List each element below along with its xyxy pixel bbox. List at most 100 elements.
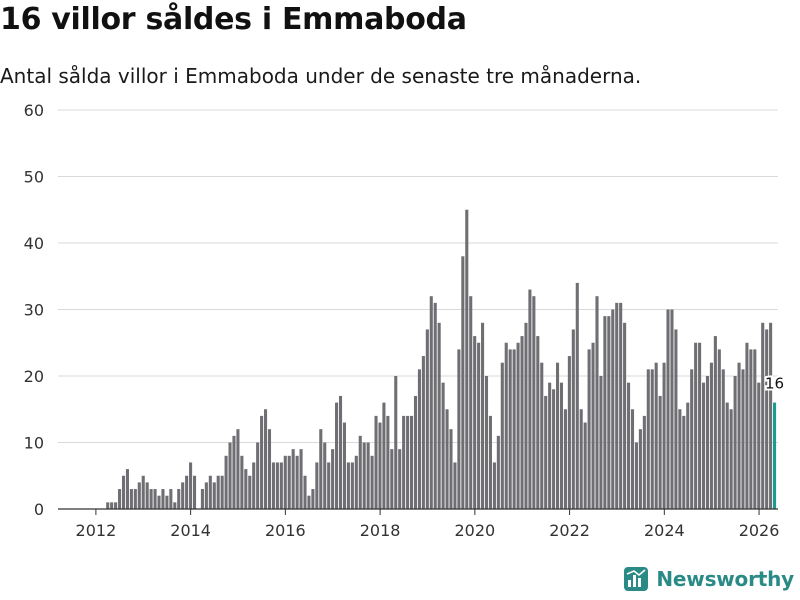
bar: [611, 309, 615, 509]
bar: [769, 322, 773, 509]
x-tick-label: 2016: [265, 521, 306, 540]
x-tick-label: 2020: [454, 521, 495, 540]
bar: [169, 489, 173, 509]
bar: [311, 489, 315, 509]
bar: [548, 382, 552, 509]
bar: [354, 455, 358, 509]
bar: [705, 376, 710, 509]
bar: [425, 329, 429, 509]
bar: [607, 316, 611, 509]
bar: [256, 442, 260, 509]
bar: [646, 369, 650, 509]
bar: [686, 402, 690, 509]
bar: [212, 482, 216, 509]
x-tick-label: 2018: [360, 521, 401, 540]
bar: [189, 462, 193, 509]
bar: [228, 442, 232, 509]
brand-name: Newsworthy: [656, 567, 794, 591]
bar: [737, 362, 741, 509]
bar: [378, 422, 382, 509]
bar: [575, 282, 579, 509]
bar: [445, 409, 449, 509]
bar: [713, 336, 717, 509]
bar: [642, 415, 646, 509]
bar: [192, 475, 197, 509]
bar: [698, 342, 702, 509]
bar: [599, 376, 603, 509]
bar: [335, 402, 339, 509]
bar: [662, 362, 666, 509]
bar: [634, 442, 638, 509]
bar: [725, 402, 729, 509]
x-tick-label: 2022: [549, 521, 590, 540]
y-tick-label: 20: [24, 367, 44, 386]
bar: [390, 449, 394, 509]
bar: [524, 322, 528, 509]
bar: [350, 462, 354, 509]
bar: [650, 369, 654, 509]
bar: [623, 322, 627, 509]
bar: [619, 302, 623, 509]
bar: [208, 475, 212, 509]
bar: [133, 489, 137, 509]
bar: [638, 429, 642, 509]
newsworthy-logo-icon: [624, 567, 649, 591]
bar: [757, 382, 761, 509]
bar: [540, 362, 544, 509]
bar: [552, 389, 556, 509]
x-tick-label: 2024: [644, 521, 685, 540]
bar: [658, 395, 662, 509]
bar: [536, 336, 540, 509]
bar: [275, 462, 279, 509]
bar: [295, 455, 299, 509]
bar: [579, 409, 583, 509]
bar: [630, 409, 635, 509]
bar: [488, 415, 492, 509]
bar: [504, 342, 508, 509]
bar: [701, 382, 706, 509]
bar: [248, 475, 252, 509]
bar: [682, 415, 686, 509]
bar: [331, 449, 335, 509]
bar: [709, 362, 713, 509]
bar: [177, 489, 181, 509]
bar: [342, 422, 347, 509]
x-tick-label: 2012: [76, 521, 117, 540]
bar: [402, 415, 406, 509]
y-tick-label: 50: [24, 168, 44, 187]
bar: [453, 462, 457, 509]
bar: [410, 415, 414, 509]
bar: [125, 469, 129, 509]
bar: [761, 322, 765, 509]
bar: [220, 475, 224, 509]
bar: [433, 302, 437, 509]
bar: [595, 296, 599, 509]
bar: [358, 435, 362, 509]
bar: [346, 462, 350, 509]
chart-subtitle: Antal sålda villor i Emmaboda under de s…: [0, 64, 642, 88]
y-tick-label: 60: [24, 101, 44, 120]
bar: [690, 369, 694, 509]
bar: [492, 462, 496, 509]
y-tick-label: 40: [24, 234, 44, 253]
bar: [327, 462, 331, 509]
bar: [496, 435, 500, 509]
bar: [153, 489, 157, 509]
bar: [157, 495, 161, 509]
bar: [114, 502, 118, 509]
bar: [717, 349, 721, 509]
bar: [307, 495, 311, 509]
bar: [461, 256, 465, 509]
brand: Newsworthy: [624, 564, 794, 594]
bar: [449, 429, 453, 509]
y-tick-label: 0: [34, 500, 44, 519]
bar: [240, 455, 244, 509]
bar: [615, 302, 619, 509]
bar: [544, 395, 548, 509]
bar: [520, 336, 524, 509]
bar: [587, 349, 591, 509]
bar: [161, 489, 165, 509]
bar: [465, 209, 469, 509]
bar: [429, 296, 433, 509]
bar: [500, 362, 504, 509]
